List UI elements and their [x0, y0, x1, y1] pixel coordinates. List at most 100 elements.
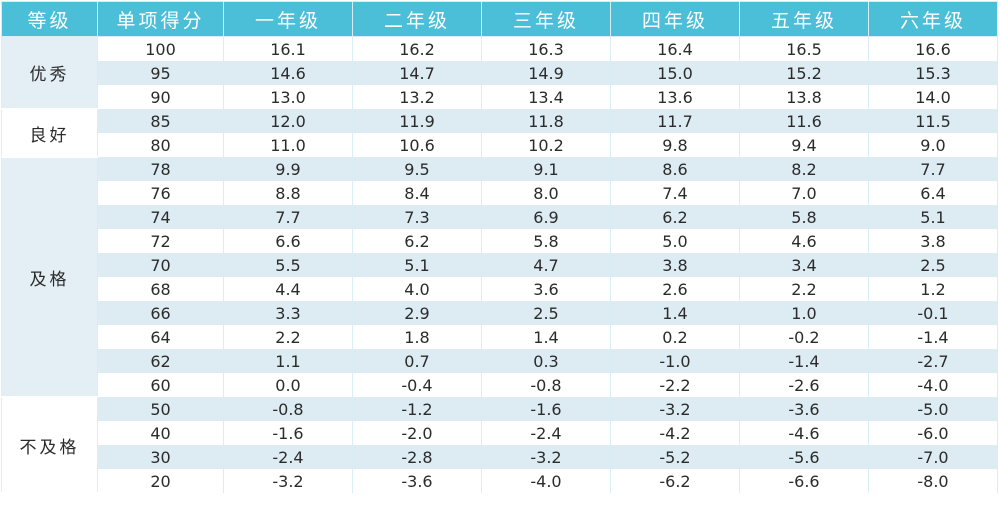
grade-value-cell: -1.0 — [610, 349, 740, 373]
grade-value-cell: -4.0 — [481, 469, 611, 493]
score-table: 等级 单项得分 一年级 二年级 三年级 四年级 五年级 六年级 优秀 100 16.… — [1, 1, 998, 494]
grade-value-cell: -0.8 — [223, 397, 353, 421]
grade-value-cell: 1.8 — [352, 325, 482, 349]
grade-value-cell: 14.9 — [481, 61, 611, 85]
grade-value-cell: 5.1 — [868, 205, 998, 229]
grade-value-cell: 8.4 — [352, 181, 482, 205]
grade-value-cell: -2.6 — [739, 373, 869, 397]
grade-value-cell: 4.0 — [352, 277, 482, 301]
score-cell: 100 — [97, 36, 224, 61]
grade-value-cell: 11.7 — [610, 109, 740, 133]
grade-value-cell: 15.2 — [739, 61, 869, 85]
table-row: 70 5.5 5.1 4.7 3.8 3.4 2.5 — [2, 253, 998, 277]
grade-value-cell: 2.2 — [739, 277, 869, 301]
table-row: 72 6.6 6.2 5.8 5.0 4.6 3.8 — [2, 229, 998, 253]
header-grade-5: 五年级 — [739, 1, 869, 37]
score-cell: 74 — [97, 205, 224, 229]
grade-value-cell: -3.2 — [610, 397, 740, 421]
grade-value-cell: 4.4 — [223, 277, 353, 301]
grade-value-cell: 1.4 — [481, 325, 611, 349]
table-row: 60 0.0 -0.4 -0.8 -2.2 -2.6 -4.0 — [2, 373, 998, 397]
level-cell-level-good: 良好 — [1, 109, 98, 158]
header-score: 单项得分 — [97, 1, 224, 37]
grade-value-cell: 0.3 — [481, 349, 611, 373]
grade-value-cell: -5.6 — [739, 445, 869, 469]
grade-value-cell: 2.2 — [223, 325, 353, 349]
grade-value-cell: 13.0 — [223, 85, 353, 109]
grade-value-cell: 16.3 — [481, 36, 611, 61]
level-cell-level-excellent: 优秀 — [1, 36, 98, 110]
grade-value-cell: 16.4 — [610, 36, 740, 61]
grade-value-cell: 9.5 — [352, 157, 482, 181]
table-row: 及格 78 9.9 9.5 9.1 8.6 8.2 7.7 — [1, 157, 998, 398]
score-cell: 85 — [97, 109, 224, 133]
table-header: 等级 单项得分 一年级 二年级 三年级 四年级 五年级 六年级 — [1, 1, 998, 37]
grade-value-cell: -1.2 — [352, 397, 482, 421]
grade-value-cell: 2.5 — [868, 253, 998, 277]
grade-value-cell: -4.0 — [868, 373, 998, 397]
score-cell: 70 — [97, 253, 224, 277]
grade-value-cell: -1.6 — [223, 421, 353, 445]
grade-value-cell: 8.0 — [481, 181, 611, 205]
score-cell: 62 — [97, 349, 224, 373]
grade-value-cell: 5.0 — [610, 229, 740, 253]
grade-value-cell: -0.4 — [352, 373, 482, 397]
table-row: 90 13.0 13.2 13.4 13.6 13.8 14.0 — [2, 85, 998, 109]
grade-value-cell: 11.5 — [868, 109, 998, 133]
score-cell: 76 — [97, 181, 224, 205]
score-cell: 68 — [97, 277, 224, 301]
grade-value-cell: 6.2 — [610, 205, 740, 229]
header-grade-6: 六年级 — [868, 1, 998, 37]
grade-value-cell: 5.8 — [739, 205, 869, 229]
table-row: 74 7.7 7.3 6.9 6.2 5.8 5.1 — [2, 205, 998, 229]
grade-value-cell: -7.0 — [868, 445, 998, 469]
table-body: 优秀 100 16.1 16.2 16.3 16.4 16.5 16.6 95 14.6 14.7 1… — [1, 36, 998, 494]
score-cell: 78 — [97, 157, 224, 181]
table-row: 优秀 100 16.1 16.2 16.3 16.4 16.5 16.6 — [1, 36, 998, 110]
grade-value-cell: 9.0 — [868, 133, 998, 157]
table-row: 68 4.4 4.0 3.6 2.6 2.2 1.2 — [2, 277, 998, 301]
score-cell: 40 — [97, 421, 224, 445]
grade-value-cell: 3.8 — [868, 229, 998, 253]
grade-value-cell: 3.3 — [223, 301, 353, 325]
level-cell-level-pass: 及格 — [1, 157, 98, 398]
grade-value-cell: 13.8 — [739, 85, 869, 109]
grade-value-cell: -2.8 — [352, 445, 482, 469]
grade-value-cell: -2.0 — [352, 421, 482, 445]
grade-value-cell: 8.8 — [223, 181, 353, 205]
table-row: 80 11.0 10.6 10.2 9.8 9.4 9.0 — [2, 133, 998, 157]
grade-value-cell: 9.4 — [739, 133, 869, 157]
grade-value-cell: 4.6 — [739, 229, 869, 253]
header-grade-4: 四年级 — [610, 1, 740, 37]
table-row: 40 -1.6 -2.0 -2.4 -4.2 -4.6 -6.0 — [2, 421, 998, 445]
grade-value-cell: 10.6 — [352, 133, 482, 157]
score-cell: 66 — [97, 301, 224, 325]
grade-value-cell: -2.4 — [223, 445, 353, 469]
header-grade-3: 三年级 — [481, 1, 611, 37]
grade-value-cell: -4.6 — [739, 421, 869, 445]
score-cell: 64 — [97, 325, 224, 349]
grade-value-cell: 13.2 — [352, 85, 482, 109]
grade-value-cell: 11.6 — [739, 109, 869, 133]
grade-value-cell: 16.5 — [739, 36, 869, 61]
grade-value-cell: 2.9 — [352, 301, 482, 325]
grade-value-cell: 12.0 — [223, 109, 353, 133]
grade-value-cell: 11.8 — [481, 109, 611, 133]
grade-value-cell: -5.2 — [610, 445, 740, 469]
grade-value-cell: 3.4 — [739, 253, 869, 277]
grade-value-cell: 3.8 — [610, 253, 740, 277]
grade-value-cell: 11.9 — [352, 109, 482, 133]
grade-value-cell: 1.1 — [223, 349, 353, 373]
grade-value-cell: 9.8 — [610, 133, 740, 157]
grade-value-cell: -2.4 — [481, 421, 611, 445]
grade-value-cell: 13.4 — [481, 85, 611, 109]
grade-value-cell: 5.8 — [481, 229, 611, 253]
grade-value-cell: 7.0 — [739, 181, 869, 205]
grade-value-cell: 1.2 — [868, 277, 998, 301]
grade-value-cell: -3.2 — [223, 469, 353, 493]
score-cell: 72 — [97, 229, 224, 253]
score-cell: 50 — [97, 397, 224, 421]
grade-value-cell: 8.2 — [739, 157, 869, 181]
score-cell: 20 — [97, 469, 224, 493]
grade-value-cell: 6.6 — [223, 229, 353, 253]
